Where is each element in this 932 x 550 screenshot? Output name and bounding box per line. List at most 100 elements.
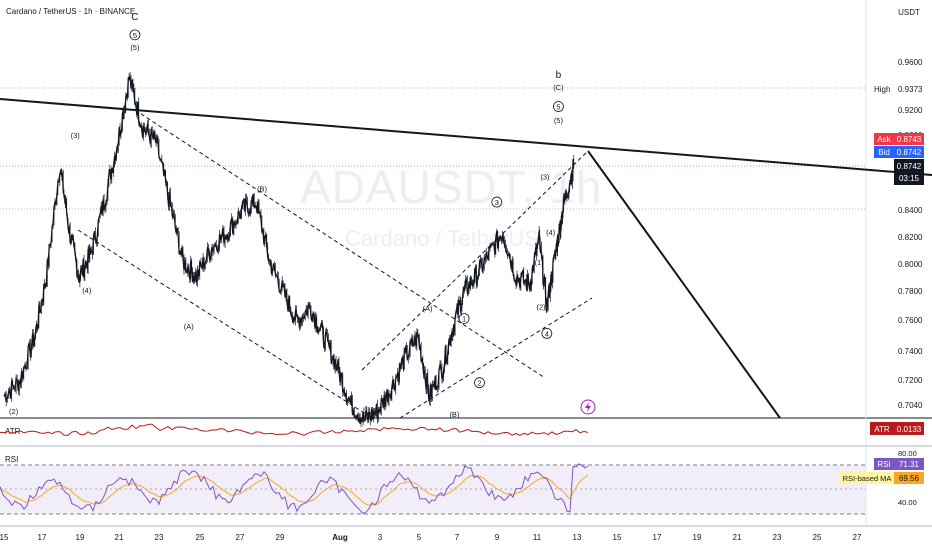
ask-value: 0.8743 <box>897 135 922 144</box>
wave-label: (A) <box>184 322 195 331</box>
x-tick-label: 17 <box>38 533 47 542</box>
wave-label: (B) <box>449 410 460 419</box>
x-tick-label: 15 <box>613 533 622 542</box>
wave-circle <box>474 377 485 389</box>
ask-value-bg <box>894 133 924 145</box>
currency-label[interactable]: USDT <box>898 8 920 17</box>
countdown-value: 03:15 <box>899 174 920 183</box>
x-tick-label: 25 <box>813 533 822 542</box>
bid-label: Bid <box>878 148 890 157</box>
x-tick-label: 23 <box>155 533 164 542</box>
wave-label: (5) <box>130 43 140 52</box>
rsi-value-bg <box>894 458 924 470</box>
time-axis[interactable]: 15 17 19 21 23 25 27 29 Aug 3 5 7 9 11 13 15 17 19 21 23 25 2… <box>0 533 862 542</box>
y-tick-label: 0.8200 <box>898 233 923 242</box>
wave-label: 2 <box>477 379 481 388</box>
rsi-ma-value: 69.56 <box>899 474 920 483</box>
atr-line <box>0 423 589 436</box>
resistance-trendline[interactable] <box>0 98 932 176</box>
y-tick-label: 0.7800 <box>898 287 923 296</box>
atr-pane-label: ATR <box>5 427 21 436</box>
last-price-bg <box>894 159 924 185</box>
x-tick-label: 27 <box>853 533 862 542</box>
rsi-level-80-label: 80.00 <box>898 449 917 458</box>
x-tick-label: 21 <box>115 533 124 542</box>
atr-tag-bg <box>870 422 894 435</box>
bid-tag-bg <box>874 146 894 158</box>
x-tick-label: 11 <box>533 533 542 542</box>
wave-label: 5 <box>556 103 560 112</box>
x-tick-label: 9 <box>495 533 500 542</box>
y-tick-label: 0.7200 <box>898 376 923 385</box>
x-tick-label: 7 <box>455 533 460 542</box>
x-tick-label: 27 <box>236 533 245 542</box>
x-tick-label: 5 <box>417 533 422 542</box>
wave-circle <box>541 328 553 339</box>
wave-label: C <box>131 12 138 23</box>
y-tick-label: 0.9600 <box>898 58 923 67</box>
x-tick-label: 19 <box>693 533 702 542</box>
wave-label: (4) <box>82 286 92 295</box>
bid-value: 0.8742 <box>897 148 922 157</box>
rsi-line <box>0 463 589 515</box>
wave-circle <box>553 101 564 112</box>
wave-label: 4 <box>545 329 549 338</box>
down-channel-upper[interactable] <box>134 109 546 379</box>
rsi-tag-bg <box>874 458 894 470</box>
last-price-value: 0.8742 <box>897 162 922 171</box>
wave-circle <box>491 196 503 208</box>
y-tick-label: 0.7040 <box>898 401 923 410</box>
wave-label: (5) <box>554 116 564 125</box>
x-tick-label: 19 <box>76 533 85 542</box>
y-tick-label: 0.8000 <box>898 260 923 269</box>
y-tick-label: 0.8400 <box>898 206 923 215</box>
high-value: 0.9373 <box>898 85 923 94</box>
rsi-ma-value-bg <box>894 472 924 484</box>
x-tick-label: 17 <box>653 533 662 542</box>
x-tick-label: 15 <box>0 533 9 542</box>
x-tick-label: Aug <box>332 533 348 542</box>
high-label: High <box>874 85 890 94</box>
wave-label: (B) <box>257 185 268 194</box>
x-tick-label: 13 <box>573 533 582 542</box>
lightning-glyph <box>585 402 591 412</box>
x-tick-label: 21 <box>733 533 742 542</box>
rsi-ma-tag-label: RSI-based MA <box>843 474 892 483</box>
x-tick-label: 3 <box>378 533 383 542</box>
down-channel-lower[interactable] <box>77 229 373 419</box>
ask-label: Ask <box>877 135 891 144</box>
wave-label: b <box>556 70 562 81</box>
rsi-pane-label: RSI <box>5 455 18 464</box>
price-axis[interactable]: 0.96000.92000.88000.84000.82000.80000.78… <box>898 58 923 410</box>
wave-label: (C) <box>553 83 564 92</box>
wave-label: (2) <box>536 303 546 312</box>
rsi-tag-label: RSI <box>877 460 890 469</box>
wave-circle <box>129 29 141 41</box>
wave-label: 1 <box>462 314 466 323</box>
wave-label: 5 <box>133 31 137 40</box>
bid-value-bg <box>894 146 924 158</box>
wave-label: 3 <box>495 198 499 207</box>
atr-tag-label: ATR <box>874 425 890 434</box>
projection-line[interactable] <box>587 150 781 419</box>
wave-circle <box>458 313 470 324</box>
y-tick-label: 0.9200 <box>898 106 923 115</box>
atr-value-bg <box>894 422 924 435</box>
rsi-ma-tag-bg <box>840 472 894 484</box>
up-channel-upper[interactable] <box>361 150 589 371</box>
wave-label: (A) <box>423 304 434 313</box>
rsi-level-40-label: 40.00 <box>898 498 917 507</box>
wave-label: (1) <box>535 258 545 267</box>
x-tick-label: 25 <box>196 533 205 542</box>
chart-header-title: Cardano / TetherUS · 1h · BINANCE <box>6 7 136 16</box>
x-tick-label: 23 <box>773 533 782 542</box>
x-tick-label: 29 <box>276 533 285 542</box>
rsi-value: 71.31 <box>899 460 920 469</box>
atr-value: 0.0133 <box>897 425 922 434</box>
price-series <box>3 71 575 428</box>
ask-tag-bg <box>874 133 894 145</box>
y-tick-label: 0.7400 <box>898 347 923 356</box>
price-line <box>3 76 575 424</box>
y-tick-label: 0.7600 <box>898 316 923 325</box>
